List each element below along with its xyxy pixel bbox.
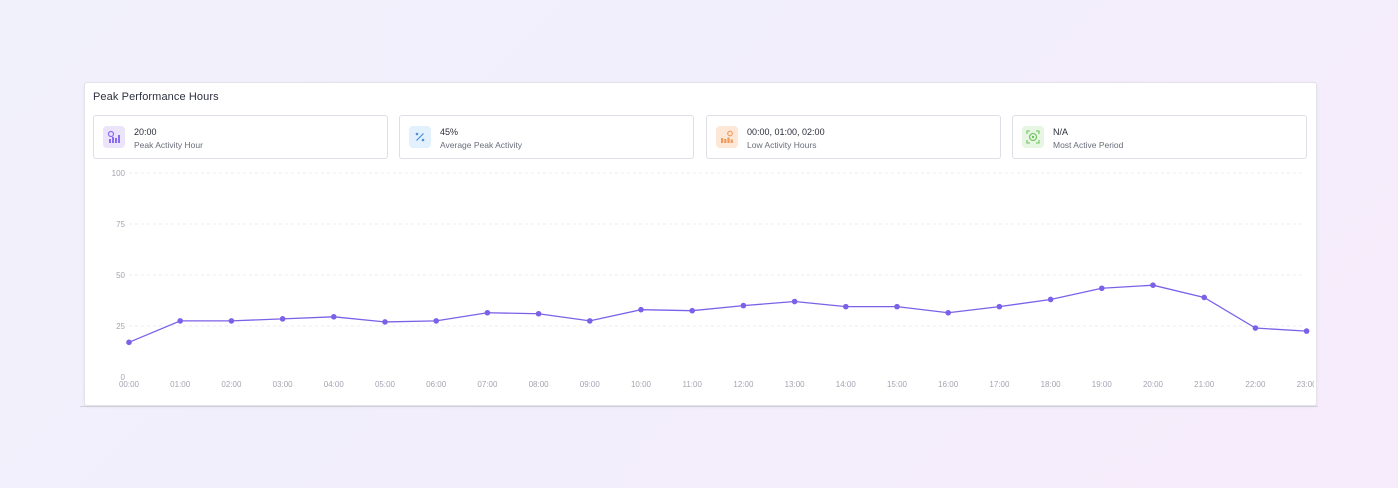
activity-chart-icon [103, 126, 125, 148]
y-tick-label: 75 [116, 220, 125, 229]
data-point [996, 303, 1003, 310]
y-tick-label: 100 [112, 169, 126, 178]
percent-icon [409, 126, 431, 148]
x-tick-label: 09:00 [580, 380, 601, 389]
x-tick-label: 01:00 [170, 380, 191, 389]
x-tick-label: 16:00 [938, 380, 959, 389]
data-point [1150, 282, 1156, 288]
data-point [331, 314, 337, 320]
stat-card-average-peak: 45% Average Peak Activity [399, 115, 694, 159]
x-tick-label: 19:00 [1092, 380, 1113, 389]
x-tick-label: 02:00 [221, 380, 242, 389]
stat-label: Low Activity Hours [747, 140, 817, 150]
x-tick-label: 07:00 [477, 380, 498, 389]
x-tick-label: 05:00 [375, 380, 396, 389]
x-tick-label: 18:00 [1041, 380, 1062, 389]
data-point [1099, 285, 1105, 292]
data-point [382, 319, 388, 325]
low-activity-icon [716, 126, 738, 148]
x-tick-label: 03:00 [273, 380, 294, 389]
x-tick-label: 14:00 [836, 380, 857, 389]
y-tick-label: 25 [116, 322, 125, 331]
data-point [279, 316, 286, 322]
series-line [128, 284, 1307, 343]
data-point [945, 309, 951, 316]
x-tick-label: 08:00 [529, 380, 550, 389]
data-point [740, 302, 747, 309]
data-point [689, 307, 695, 314]
data-point [1303, 328, 1310, 334]
data-point [791, 298, 798, 305]
x-tick-label: 00:00 [119, 380, 140, 389]
stat-value: 00:00, 01:00, 02:00 [747, 127, 825, 137]
x-tick-label: 23:00 [1297, 380, 1314, 389]
stat-card-peak-hour: 20:00 Peak Activity Hour [93, 115, 388, 159]
y-tick-label: 50 [116, 271, 125, 280]
stat-card-low-activity: 00:00, 01:00, 02:00 Low Activity Hours [706, 115, 1001, 159]
x-tick-label: 15:00 [887, 380, 908, 389]
activity-line-chart: 0 25 50 75 100 00:00 01:00 02:00 03:00 04:00 05:00… [112, 169, 1314, 389]
y-tick-label: 0 [121, 373, 126, 382]
stat-label: Most Active Period [1053, 140, 1124, 150]
data-point [1047, 296, 1054, 303]
data-point [535, 310, 542, 317]
data-point [484, 309, 491, 316]
x-tick-label: 10:00 [631, 380, 652, 389]
stat-value: N/A [1053, 127, 1069, 137]
x-tick-label: 17:00 [989, 380, 1010, 389]
data-point [1201, 294, 1207, 301]
stat-card-most-active: N/A Most Active Period [1012, 115, 1307, 159]
data-point [126, 339, 132, 346]
x-tick-label: 21:00 [1194, 380, 1215, 389]
panel-title: Peak Performance Hours [93, 91, 219, 103]
x-tick-label: 13:00 [785, 380, 806, 389]
data-point [587, 318, 593, 324]
data-point [228, 318, 235, 324]
data-point [894, 303, 900, 310]
x-tick-label: 04:00 [324, 380, 345, 389]
target-icon [1022, 126, 1044, 148]
data-point [177, 318, 183, 324]
stat-value: 20:00 [134, 127, 157, 137]
stat-label: Average Peak Activity [440, 140, 523, 150]
data-point [1252, 325, 1259, 331]
x-tick-label: 22:00 [1245, 380, 1266, 389]
stat-value: 45% [440, 127, 459, 137]
data-point [638, 306, 644, 313]
data-point [433, 318, 440, 324]
stat-label: Peak Activity Hour [134, 140, 203, 150]
x-tick-label: 06:00 [426, 380, 447, 389]
divider [80, 406, 1318, 407]
data-point [843, 303, 849, 310]
x-tick-label: 11:00 [682, 380, 702, 389]
x-tick-label: 12:00 [733, 380, 754, 389]
x-tick-label: 20:00 [1143, 380, 1164, 389]
peak-performance-card: Peak Performance Hours 20:00 Peak Activi… [84, 82, 1317, 406]
